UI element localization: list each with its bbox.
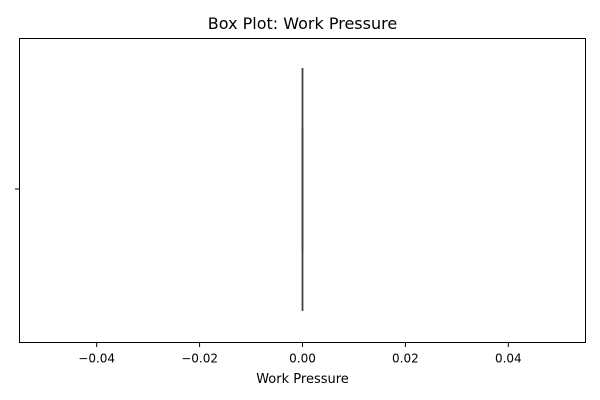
x-tick-label: 0.02: [392, 352, 419, 366]
chart-title: Box Plot: Work Pressure: [208, 14, 397, 33]
x-axis-ticks: −0.04 −0.02 0.00 0.02 0.04: [78, 342, 522, 366]
x-axis-label: Work Pressure: [256, 372, 349, 387]
x-tick-label: 0.04: [495, 352, 522, 366]
x-tick-label: −0.04: [78, 352, 115, 366]
x-tick-label: −0.02: [181, 352, 218, 366]
x-tick-label: 0.00: [289, 352, 316, 366]
